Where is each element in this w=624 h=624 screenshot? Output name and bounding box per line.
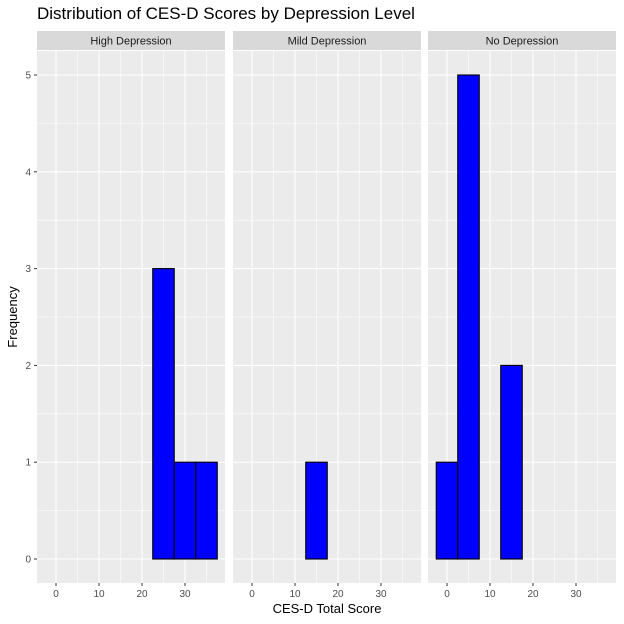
histogram-bar [457,74,480,560]
facet-panel: Mild Depression 0 10 20 30 [233,31,421,600]
histogram-bar [435,461,459,560]
x-tick-label: 20 [136,589,148,600]
y-tick-label: 0 [25,555,31,566]
histogram-bars [305,461,328,560]
gridlines [233,51,421,583]
x-tick-label: 30 [375,589,387,600]
y-tick-label: 3 [25,264,31,275]
facet-strip [37,31,225,50]
x-tick-label: 10 [289,589,301,600]
x-axis-title: CES-D Total Score [273,601,382,616]
facet-panel: No Depression 0 10 20 30 [428,31,616,600]
x-tick-label: 0 [249,589,255,600]
x-tick-label: 30 [570,589,582,600]
x-tick-label: 10 [93,589,105,600]
y-axis-title: Frequency [5,286,20,348]
x-tick-label: 10 [484,589,496,600]
facet-strip [233,31,421,50]
histogram-bars [152,268,218,560]
chart-title: Distribution of CES-D Scores by Depressi… [37,4,415,23]
x-tick-label: 20 [527,589,539,600]
histogram-bar [195,461,218,560]
facet-strip-label: High Depression [90,36,171,48]
y-tick-label: 5 [25,71,31,82]
y-tick-label: 4 [25,167,31,178]
y-tick-label: 2 [25,361,31,372]
histogram-bar [173,461,197,560]
facet-strip [428,31,616,50]
x-tick-label: 30 [179,589,191,600]
facet-panel: High Depression 0 10 20 30 [37,31,225,600]
facet-strip-label: Mild Depression [288,36,367,48]
histogram-bar [500,364,523,560]
x-tick-label: 20 [332,589,344,600]
histogram-bar [305,461,328,560]
x-tick-label: 0 [444,589,450,600]
histogram-bars [435,74,523,560]
y-axis: 0 1 2 3 4 5 [25,71,37,566]
y-tick-label: 1 [25,458,31,469]
x-tick-label: 0 [53,589,59,600]
facet-strip-label: No Depression [486,36,559,48]
histogram-bar [152,268,175,560]
panels-layer: High Depression 0 10 20 30 Mild Depression 0 10… [37,31,616,600]
